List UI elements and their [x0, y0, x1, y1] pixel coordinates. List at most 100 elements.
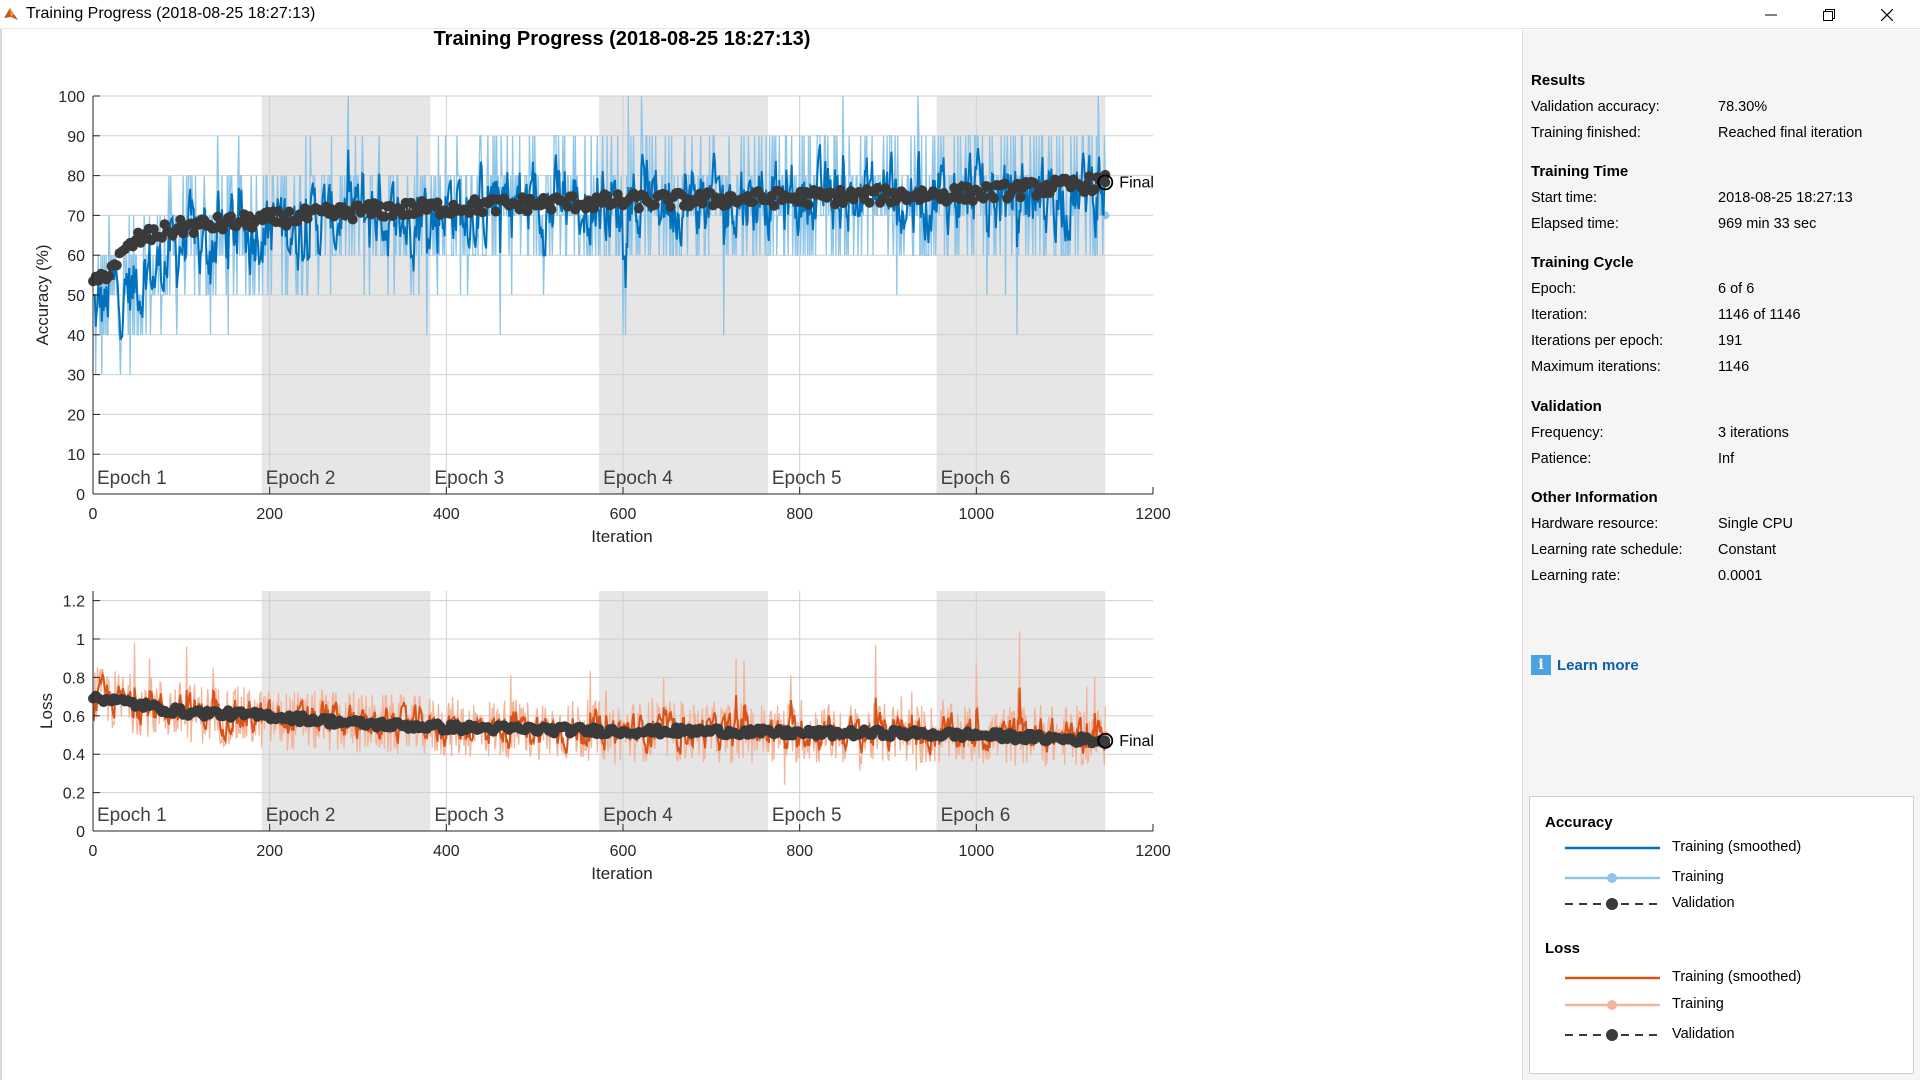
loss-epoch-label: Epoch 4	[603, 805, 673, 826]
acc-validation-point	[967, 196, 978, 206]
acc-final-marker	[1097, 174, 1114, 191]
acc-validation-point	[1028, 177, 1039, 188]
loss-y-tick-label: 0.4	[63, 747, 85, 764]
loss-y-tick-label: 1	[76, 632, 85, 649]
acc-y-axis-label: Accuracy (%)	[33, 244, 52, 345]
acc-validation-point	[490, 206, 501, 217]
iteration-value: 1146 of 1146	[1718, 307, 1801, 323]
restore-button[interactable]	[1800, 0, 1858, 29]
acc-epoch-label: Epoch 4	[603, 468, 673, 489]
patience-label: Patience:	[1531, 451, 1592, 467]
epoch-value: 6 of 6	[1718, 281, 1755, 297]
acc-y-tick-label: 30	[67, 368, 85, 385]
acc-validation-point	[602, 190, 613, 201]
legend-loss-training-label: Training	[1672, 996, 1724, 1012]
frequency-label: Frequency:	[1531, 425, 1604, 441]
acc-x-tick-label: 0	[89, 506, 98, 523]
legend-acc-training-label: Training	[1672, 869, 1724, 885]
loss-x-tick-label: 800	[786, 843, 813, 860]
epoch-label: Epoch:	[1531, 281, 1577, 297]
acc-validation-point	[721, 200, 732, 211]
acc-validation-point	[665, 202, 676, 213]
learning-rate-schedule-label: Learning rate schedule:	[1531, 542, 1683, 558]
acc-epoch-label: Epoch 6	[941, 468, 1011, 489]
legend: Accuracy Training (smoothed) Training Va…	[1529, 796, 1914, 1074]
acc-validation-point	[803, 199, 814, 210]
acc-validation-point	[464, 207, 475, 218]
validation-heading: Validation	[1531, 398, 1602, 415]
acc-validation-point	[103, 271, 114, 282]
plot-area: Training Progress (2018-08-25 18:27:13) F…	[0, 29, 1521, 1080]
learning-rate-label: Learning rate:	[1531, 568, 1621, 584]
learn-more-label: Learn more	[1557, 656, 1639, 674]
iterations-per-epoch-value: 191	[1718, 333, 1743, 349]
legend-loss-smoothed-label: Training (smoothed)	[1672, 969, 1802, 985]
loss-x-tick-label: 200	[256, 843, 283, 860]
close-button[interactable]	[1858, 0, 1916, 29]
acc-validation-point	[864, 197, 875, 208]
legend-acc-validation-line	[1565, 898, 1660, 910]
loss-y-tick-label: 1.2	[63, 594, 85, 611]
start-time-value: 2018-08-25 18:27:13	[1718, 190, 1853, 206]
acc-y-tick-label: 60	[67, 248, 85, 265]
legend-acc-training-line	[1565, 873, 1660, 883]
legend-accuracy-heading: Accuracy	[1545, 814, 1613, 831]
learning-rate-schedule-value: Constant	[1718, 542, 1777, 558]
loss-y-tick-label: 0.8	[63, 670, 85, 687]
legend-loss-smoothed-line	[1565, 976, 1660, 980]
acc-validation-point	[835, 184, 846, 195]
minimize-button[interactable]	[1742, 0, 1800, 29]
loss-x-tick-label: 1000	[959, 843, 995, 860]
acc-validation-point	[1100, 177, 1111, 188]
acc-y-tick-label: 90	[67, 129, 85, 146]
loss-x-tick-label: 1200	[1135, 843, 1171, 860]
acc-epoch-label: Epoch 3	[434, 468, 504, 489]
acc-validation-point	[284, 206, 295, 217]
acc-epoch-label: Epoch 1	[97, 468, 167, 489]
info-panel: Results Validation accuracy: 78.30% Trai…	[1522, 30, 1920, 1080]
acc-epoch-label: Epoch 2	[266, 468, 336, 489]
loss-y-tick-label: 0.2	[63, 786, 85, 803]
loss-x-axis-label: Iteration	[591, 864, 652, 883]
acc-x-tick-label: 200	[256, 506, 283, 523]
restore-icon	[1823, 8, 1835, 21]
acc-y-tick-label: 50	[67, 288, 85, 305]
acc-validation-point	[111, 260, 122, 271]
acc-validation-point	[347, 214, 358, 225]
acc-y-tick-label: 100	[58, 89, 85, 106]
training-finished-value: Reached final iteration	[1718, 125, 1863, 141]
acc-validation-point	[962, 182, 973, 192]
acc-validation-point	[989, 193, 999, 204]
acc-validation-point	[225, 211, 236, 222]
acc-validation-point	[1089, 184, 1100, 195]
acc-y-tick-label: 80	[67, 169, 85, 186]
minimize-icon	[1765, 14, 1777, 15]
elapsed-time-value: 969 min 33 sec	[1718, 216, 1817, 232]
maximum-iterations-label: Maximum iterations:	[1531, 359, 1661, 375]
acc-validation-point	[769, 200, 779, 211]
acc-y-tick-label: 20	[67, 407, 85, 424]
loss-x-tick-label: 600	[610, 843, 637, 860]
acc-validation-point	[175, 214, 186, 225]
acc-validation-point	[633, 203, 644, 214]
hardware-resource-value: Single CPU	[1718, 516, 1793, 532]
acc-validation-point	[156, 232, 167, 243]
legend-acc-smoothed-line	[1565, 846, 1660, 850]
acc-x-tick-label: 400	[433, 506, 460, 523]
acc-validation-point	[983, 182, 994, 193]
chart-title: Training Progress (2018-08-25 18:27:13)	[434, 29, 811, 50]
acc-validation-point	[649, 200, 660, 210]
legend-acc-validation-label: Validation	[1672, 895, 1735, 911]
training-time-heading: Training Time	[1531, 163, 1629, 180]
learn-more-link[interactable]: i Learn more	[1531, 654, 1639, 676]
acc-epoch-label: Epoch 5	[772, 468, 842, 489]
acc-validation-point	[830, 199, 840, 210]
training-finished-label: Training finished:	[1531, 125, 1641, 141]
loss-x-tick-label: 400	[433, 843, 460, 860]
loss-epoch-label: Epoch 3	[434, 805, 504, 826]
acc-x-tick-label: 800	[786, 506, 813, 523]
acc-validation-point	[567, 191, 578, 202]
loss-y-tick-label: 0.6	[63, 709, 85, 726]
legend-loss-training-line	[1565, 1000, 1660, 1010]
legend-acc-smoothed-label: Training (smoothed)	[1672, 839, 1802, 855]
